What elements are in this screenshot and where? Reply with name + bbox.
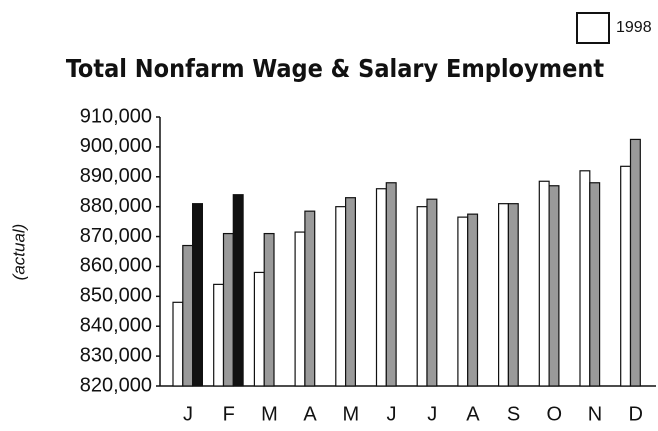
bar — [629, 138, 641, 387]
bar — [548, 185, 560, 387]
x-tick-label: M — [261, 403, 278, 425]
bar — [426, 198, 438, 387]
x-tick-label: O — [547, 403, 563, 425]
y-tick-label: 860,000 — [80, 255, 152, 277]
bar — [182, 244, 194, 387]
x-tick-label: N — [588, 403, 602, 425]
legend-label: 1998 — [616, 19, 652, 36]
bar — [507, 203, 519, 387]
bar — [467, 213, 479, 387]
bar — [416, 206, 428, 387]
bar — [457, 216, 469, 387]
y-tick-label: 900,000 — [80, 135, 152, 157]
x-tick-label: S — [507, 403, 520, 425]
bar — [304, 210, 316, 387]
bar — [345, 197, 357, 387]
x-tick-label: A — [466, 403, 480, 425]
bar — [192, 203, 204, 387]
y-tick-label: 830,000 — [80, 344, 152, 366]
y-tick-label: 850,000 — [80, 285, 152, 307]
y-tick-label: 910,000 — [80, 105, 152, 127]
y-tick-label: 820,000 — [80, 374, 152, 396]
x-tick-label: F — [223, 403, 235, 425]
chart-title: Total Nonfarm Wage & Salary Employment — [66, 54, 605, 83]
x-tick-label: J — [387, 403, 397, 425]
y-tick-label: 880,000 — [80, 195, 152, 217]
y-tick-label: 890,000 — [80, 165, 152, 187]
bar — [263, 232, 275, 387]
y-tick-label: 870,000 — [80, 225, 152, 247]
x-tick-label: A — [303, 403, 317, 425]
bar — [253, 271, 265, 387]
bar — [385, 182, 397, 387]
bar — [213, 283, 225, 387]
y-axis-label: (actual) — [9, 224, 28, 281]
x-tick-label: M — [342, 403, 359, 425]
x-tick-label: D — [628, 403, 642, 425]
bar — [375, 188, 387, 387]
legend-swatch — [576, 12, 610, 44]
y-tick-label: 840,000 — [80, 315, 152, 337]
bar — [620, 165, 632, 387]
bar — [172, 301, 184, 387]
bar — [222, 232, 234, 387]
bar — [294, 231, 306, 387]
bar — [538, 180, 550, 387]
x-tick-label: J — [183, 403, 193, 425]
x-tick-label: J — [427, 403, 437, 425]
bar — [335, 206, 347, 387]
bar — [579, 170, 591, 387]
bar — [232, 194, 244, 387]
bar — [589, 182, 601, 387]
bar — [498, 203, 510, 387]
